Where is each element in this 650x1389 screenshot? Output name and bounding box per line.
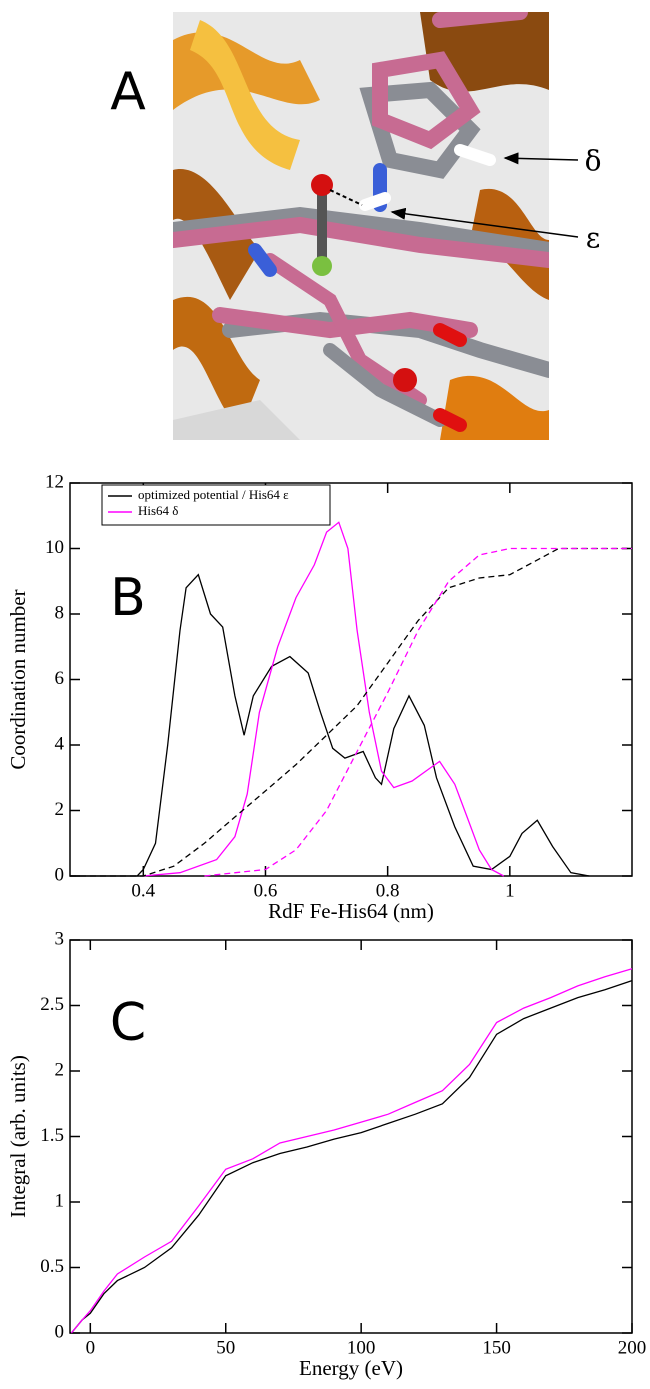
panel-label: C	[110, 993, 146, 1053]
x-axis-label: Energy (eV)	[299, 1356, 403, 1380]
y-tick-label: 1	[55, 1190, 65, 1211]
y-tick-label: 1.5	[40, 1125, 64, 1146]
legend-label: optimized potential / His64 ε	[138, 487, 289, 502]
x-tick-label: 200	[618, 1337, 647, 1358]
panel-label: A	[110, 62, 146, 122]
x-axis-label: RdF Fe-His64 (nm)	[268, 899, 434, 923]
arrow	[390, 207, 579, 238]
y-tick-label: 2.5	[40, 994, 64, 1015]
data-line	[70, 968, 633, 1334]
y-tick-label: 2	[55, 1059, 65, 1080]
y-tick-label: 12	[45, 471, 64, 492]
x-tick-label: 0.6	[254, 880, 278, 901]
y-tick-label: 6	[55, 668, 65, 689]
x-tick-label: 0.8	[376, 880, 400, 901]
x-tick-label: 1	[505, 880, 515, 901]
y-tick-label: 8	[55, 602, 65, 623]
x-tick-label: 0.4	[131, 880, 155, 901]
y-tick-label: 10	[45, 537, 64, 558]
arrow	[503, 152, 579, 165]
data-line	[70, 979, 633, 1334]
data-line	[70, 573, 590, 877]
y-tick-label: 2	[55, 799, 65, 820]
x-tick-label: 100	[347, 1337, 376, 1358]
y-tick-label: 3	[55, 928, 65, 949]
x-tick-label: 150	[482, 1337, 511, 1358]
annotation: δ	[585, 145, 602, 178]
molecule-image	[173, 12, 549, 440]
x-tick-label: 0	[86, 1337, 96, 1358]
data-line	[143, 521, 505, 877]
y-tick-label: 0	[55, 864, 65, 885]
y-tick-label: 0	[55, 1321, 65, 1342]
data-line	[70, 547, 632, 877]
y-axis-label: Integral (arb. units)	[6, 1055, 30, 1218]
legend-box	[101, 484, 331, 526]
legend-label: His64 δ	[138, 503, 178, 518]
panel-label: B	[110, 568, 146, 628]
y-tick-label: 4	[55, 733, 65, 754]
x-tick-label: 50	[216, 1337, 235, 1358]
data-line	[204, 547, 632, 877]
y-axis-label: Coordination number	[6, 589, 30, 769]
y-tick-label: 0.5	[40, 1256, 64, 1277]
annotation: ε	[586, 222, 601, 255]
plot-frame	[69, 482, 633, 877]
